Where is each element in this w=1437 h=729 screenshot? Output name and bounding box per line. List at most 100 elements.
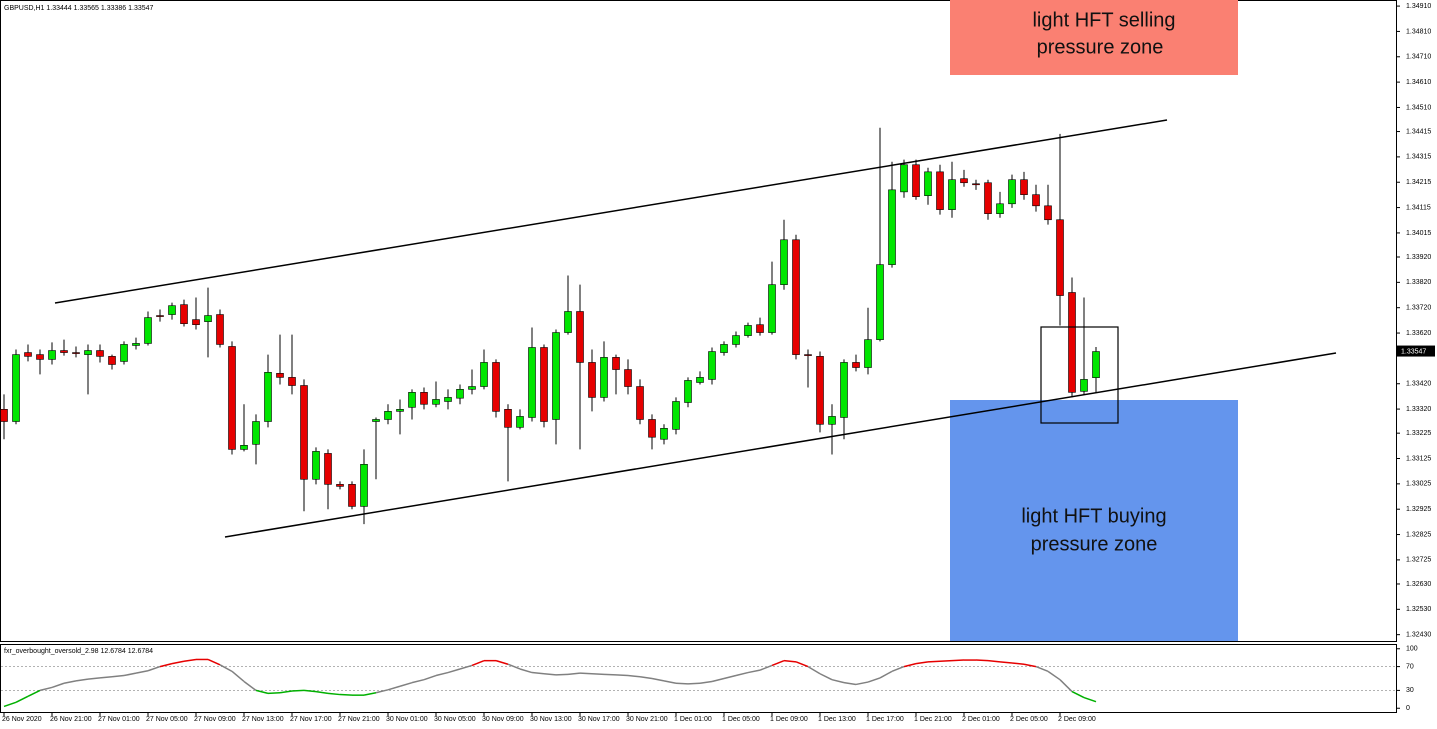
candle-body	[432, 399, 440, 405]
x-tick-label: 30 Nov 01:00	[386, 716, 428, 723]
y-tick-label: 1.34810	[1406, 28, 1431, 35]
indicator-line	[279, 690, 293, 694]
indicator-line	[807, 665, 821, 675]
candle-body	[0, 409, 8, 422]
x-tick-label: 27 Nov 05:00	[146, 716, 188, 723]
indicator-line	[951, 659, 965, 662]
indicator-line	[519, 668, 533, 674]
indicator-line	[15, 695, 29, 703]
indicator-line	[939, 659, 953, 662]
indicator-line	[159, 662, 173, 668]
candle-body	[696, 377, 704, 383]
main-panel	[0, 0, 1397, 642]
candle-body	[168, 305, 176, 315]
y-tick-label: 1.32725	[1406, 557, 1431, 564]
chart-title: GBPUSD,H1 1.33444 1.33565 1.33386 1.3354…	[4, 5, 154, 12]
candle-body	[504, 409, 512, 428]
buying-zone	[950, 400, 1238, 641]
x-tick-label: 2 Dec 05:00	[1010, 716, 1048, 723]
indicator-line	[375, 689, 389, 694]
indicator-line	[507, 663, 521, 670]
indicator-line	[339, 693, 353, 696]
indicator-line	[927, 660, 941, 663]
x-tick-label: 30 Nov 13:00	[530, 716, 572, 723]
indicator-line	[771, 659, 785, 667]
indicator-line	[735, 671, 749, 677]
candle-body	[96, 350, 104, 357]
y-tick-label: 1.32925	[1406, 506, 1431, 513]
indicator-line	[675, 682, 689, 685]
candle-body	[984, 182, 992, 214]
indicator-line	[387, 685, 401, 691]
x-tick-label: 30 Nov 17:00	[578, 716, 620, 723]
selling-zone	[950, 0, 1238, 75]
candle-body	[960, 178, 968, 184]
candle-body	[768, 284, 776, 333]
indicator-line	[627, 674, 641, 678]
candle-body	[576, 311, 584, 363]
y-tick-label: 1.34415	[1406, 128, 1431, 135]
indicator-line	[231, 670, 245, 683]
price-label-box	[1397, 345, 1435, 357]
indicator-line	[111, 674, 125, 678]
indicator-line	[831, 678, 845, 684]
candle-body	[468, 386, 476, 390]
candle-body	[816, 356, 824, 425]
x-tick-label: 30 Nov 21:00	[626, 716, 668, 723]
x-tick-label: 1 Dec 21:00	[914, 716, 952, 723]
candle-body	[36, 354, 44, 360]
indicator-line	[1011, 662, 1025, 665]
indicator-line	[267, 692, 281, 695]
x-tick-label: 27 Nov 17:00	[290, 716, 332, 723]
indicator-line	[1035, 665, 1049, 673]
candle-body	[1008, 179, 1016, 205]
candle-body	[864, 339, 872, 368]
candle-body	[312, 451, 320, 480]
x-tick-label: 1 Dec 09:00	[770, 716, 808, 723]
candle-body	[1092, 351, 1100, 378]
candle-body	[456, 389, 464, 399]
x-tick-label: 26 Nov 2020	[2, 716, 42, 723]
candle-body	[1020, 179, 1028, 195]
indicator-line	[3, 701, 17, 708]
candle-body	[288, 377, 296, 386]
indicator-line	[411, 678, 425, 684]
indicator-line	[1071, 690, 1085, 699]
indicator-line	[579, 672, 593, 675]
x-tick-label: 2 Dec 01:00	[962, 716, 1000, 723]
candle-body	[408, 392, 416, 408]
candle-body	[852, 362, 860, 368]
indicator-line	[615, 674, 629, 677]
indicator-line	[975, 659, 989, 662]
y-tick-label: 1.33920	[1406, 254, 1431, 261]
indicator-title: fxr_overbought_oversold_2.98 12.6784 12.…	[4, 648, 153, 655]
indicator-line	[495, 659, 509, 665]
candle-body	[876, 264, 884, 340]
marks	[0, 127, 1396, 708]
zone-label: light HFT selling	[1032, 9, 1175, 31]
indicator-line	[219, 664, 233, 673]
candle-body	[948, 179, 956, 210]
indicator-line	[27, 689, 41, 698]
indicator-line	[147, 665, 161, 672]
candle-body	[588, 362, 596, 398]
candle-body	[144, 317, 152, 344]
y-tick-label: 30	[1406, 687, 1414, 694]
candle-body	[156, 315, 164, 317]
indicator-line	[423, 674, 437, 681]
upper-trend-line	[54, 119, 1168, 304]
candle-body	[648, 419, 656, 438]
indicator-line	[459, 664, 473, 670]
y-tick-label: 1.33125	[1406, 455, 1431, 462]
x-tick-label: 27 Nov 13:00	[242, 716, 284, 723]
y-tick-label: 1.33320	[1406, 406, 1431, 413]
indicator-line	[255, 689, 269, 695]
indicator-line	[795, 661, 809, 668]
indicator-line	[651, 677, 665, 682]
candle-body	[684, 380, 692, 403]
x-tick-label: 27 Nov 01:00	[98, 716, 140, 723]
highlight-box	[1040, 326, 1119, 424]
indicator-line	[711, 677, 725, 683]
y-tick-label: 1.33620	[1406, 330, 1431, 337]
indicator-line	[183, 658, 197, 662]
